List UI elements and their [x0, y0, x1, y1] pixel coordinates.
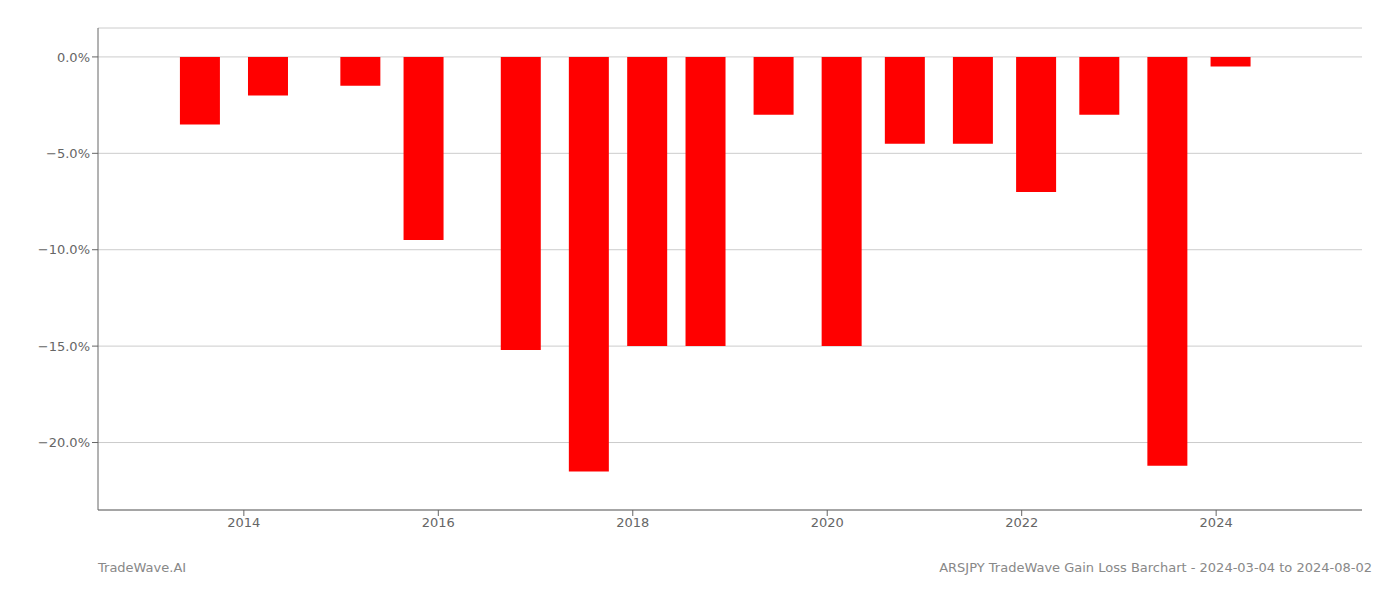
html-text:ARSJPY TradeWave Gain Loss Bar: ARSJPY TradeWave Gain Loss Barchart - 20… [939, 560, 1372, 575]
svg-text:−5.0%: −5.0% [46, 146, 90, 161]
svg-text:2022: 2022 [1005, 515, 1038, 530]
svg-text:2018: 2018 [616, 515, 649, 530]
svg-text:0.0%: 0.0% [57, 50, 90, 65]
svg-text:−15.0%: −15.0% [38, 339, 90, 354]
svg-text:2014: 2014 [227, 515, 260, 530]
svg-text:−20.0%: −20.0% [38, 435, 90, 450]
html-text:TradeWave.AI: TradeWave.AI [98, 560, 187, 575]
svg-text:2024: 2024 [1200, 515, 1233, 530]
svg-text:−10.0%: −10.0% [38, 242, 90, 257]
svg-text:2016: 2016 [422, 515, 455, 530]
svg-text:2020: 2020 [811, 515, 844, 530]
